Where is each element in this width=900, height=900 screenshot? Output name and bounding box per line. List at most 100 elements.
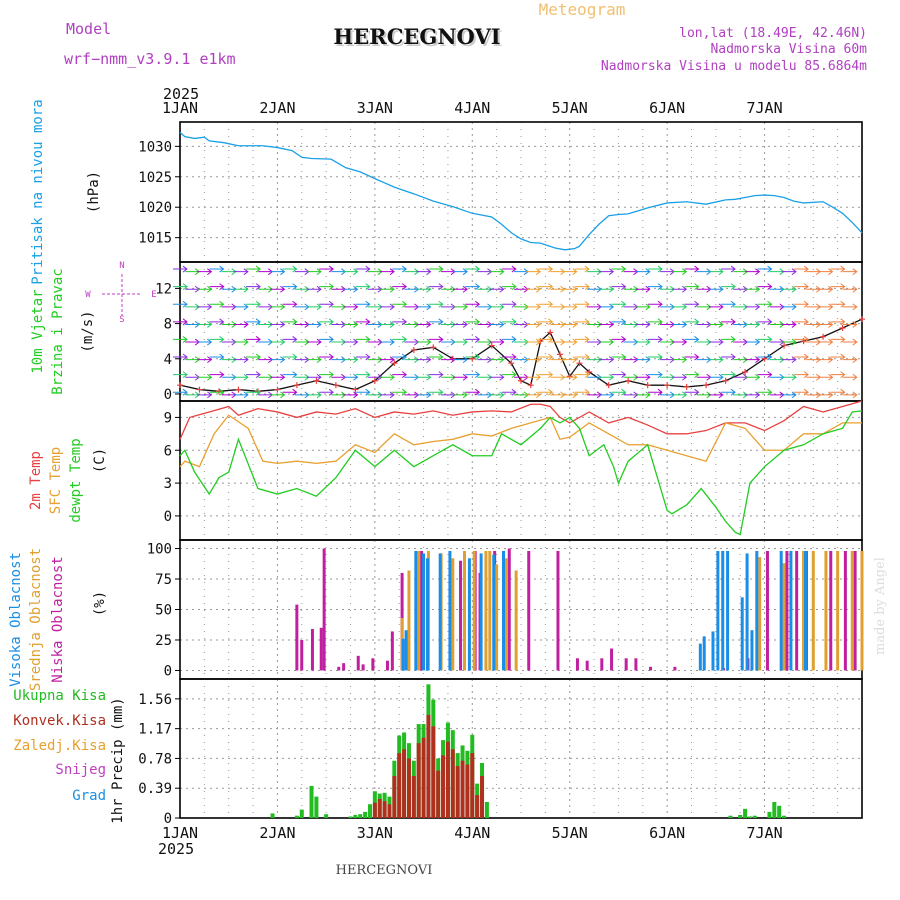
bar [445,741,450,818]
wind-direction-arrow [221,373,237,381]
y-tick-label: 100 [147,542,172,558]
wind-direction-arrow [708,338,724,346]
bar [431,726,436,818]
wind-direction-arrow [380,303,395,311]
wind-direction-arrow [258,303,274,311]
bar [740,597,744,671]
wind-direction-arrow [392,371,408,379]
wind-direction-arrow [209,336,225,343]
wind-direction-arrow [258,268,274,276]
wind-direction-arrow [416,321,432,328]
wind-direction-arrow [173,336,188,343]
wind-direction-arrow [306,303,322,311]
bar [843,550,847,671]
wind-direction-arrow [538,336,554,343]
bar [479,553,483,671]
wind-direction-arrow [258,285,274,293]
wind-direction-arrow [489,321,505,328]
wind-direction-arrow [233,285,249,293]
wind-direction-arrow [185,373,201,381]
wind-direction-arrow [306,373,322,381]
bar [371,658,375,671]
series-line [179,400,863,440]
wind-direction-arrow [489,285,505,293]
wind-direction-arrow [550,268,566,276]
wind-direction-arrow [660,373,675,381]
bar [270,813,275,818]
bar [795,550,799,671]
bar [382,801,387,818]
y-tick-label: 1.17 [138,722,172,738]
model-label: Model [66,20,111,38]
wind-direction-arrow [818,373,834,381]
wind-direction-arrow [757,300,773,308]
bar [484,801,489,818]
top-day-label: 7JAN [747,99,783,117]
wind-direction-arrow [660,391,675,399]
y-tick-label: 0 [164,509,172,525]
wind-direction-arrow [465,336,481,343]
wind-direction-arrow [794,283,809,291]
bar [337,666,341,671]
wind-direction-arrow [830,283,846,291]
bar [758,557,762,671]
bar [575,658,579,671]
wind-direction-arrow [319,371,334,379]
wind-direction-arrow [380,356,395,364]
wind-direction-arrow [635,285,651,293]
compass-w: W [85,290,91,300]
wind-direction-arrow [380,285,395,293]
axis-label: 1hr Precip (mm) [110,697,126,823]
wind-direction-arrow [282,353,298,361]
wind-direction-arrow [587,391,602,399]
series-line [179,410,863,536]
axis-label: Pritisak na nivou mora [30,99,46,284]
wind-direction-arrow [806,373,822,381]
bar [459,560,463,671]
wind-direction-arrow [599,268,615,276]
credit-text: made by Angel [873,557,888,655]
wind-direction-arrow [769,373,785,381]
compass-n: N [119,261,124,271]
wind-direction-arrow [696,391,712,399]
wind-direction-arrow [501,265,517,273]
wind-direction-arrow [404,321,420,328]
wind-direction-arrow [611,283,627,291]
wind-direction-arrow [562,303,578,311]
wind-direction-arrow [562,391,578,399]
bottom-day-label: 5JAN [552,824,588,842]
bar [426,558,430,671]
y-tick-label: 1030 [138,139,172,155]
wind-direction-arrow [392,265,408,273]
wind-direction-arrow [173,353,188,361]
wind-direction-arrow [343,303,359,311]
bar [417,550,421,671]
bar [789,550,793,671]
wind-direction-arrow [647,300,663,308]
elevation-label: Nadmorska Visina 60m [710,42,867,57]
wind-direction-arrow [842,321,858,328]
wind-direction-arrow [794,265,809,273]
wind-direction-arrow [635,303,651,311]
bar [755,550,759,671]
wind-direction-arrow [660,356,675,364]
bar [372,802,377,818]
wind-direction-arrow [294,356,310,364]
wind-direction-arrow [197,373,213,381]
y-tick-label: 8 [164,317,172,333]
wind-direction-arrow [221,391,237,399]
wind-direction-arrow [696,303,712,311]
wind-direction-arrow [623,391,639,399]
wind-direction-arrow [197,268,213,276]
wind-direction-arrow [733,391,749,399]
wind-direction-arrow [343,373,359,381]
wind-direction-arrow [574,371,590,379]
wind-direction-arrow [404,391,420,399]
wind-direction-arrow [404,285,420,293]
wind-direction-arrow [233,268,249,276]
bar [492,554,496,671]
bottom-day-label: 7JAN [747,824,783,842]
footer-station: HERCEGNOVI [336,863,433,878]
wind-direction-arrow [599,338,615,346]
wind-direction-arrow [623,356,639,364]
